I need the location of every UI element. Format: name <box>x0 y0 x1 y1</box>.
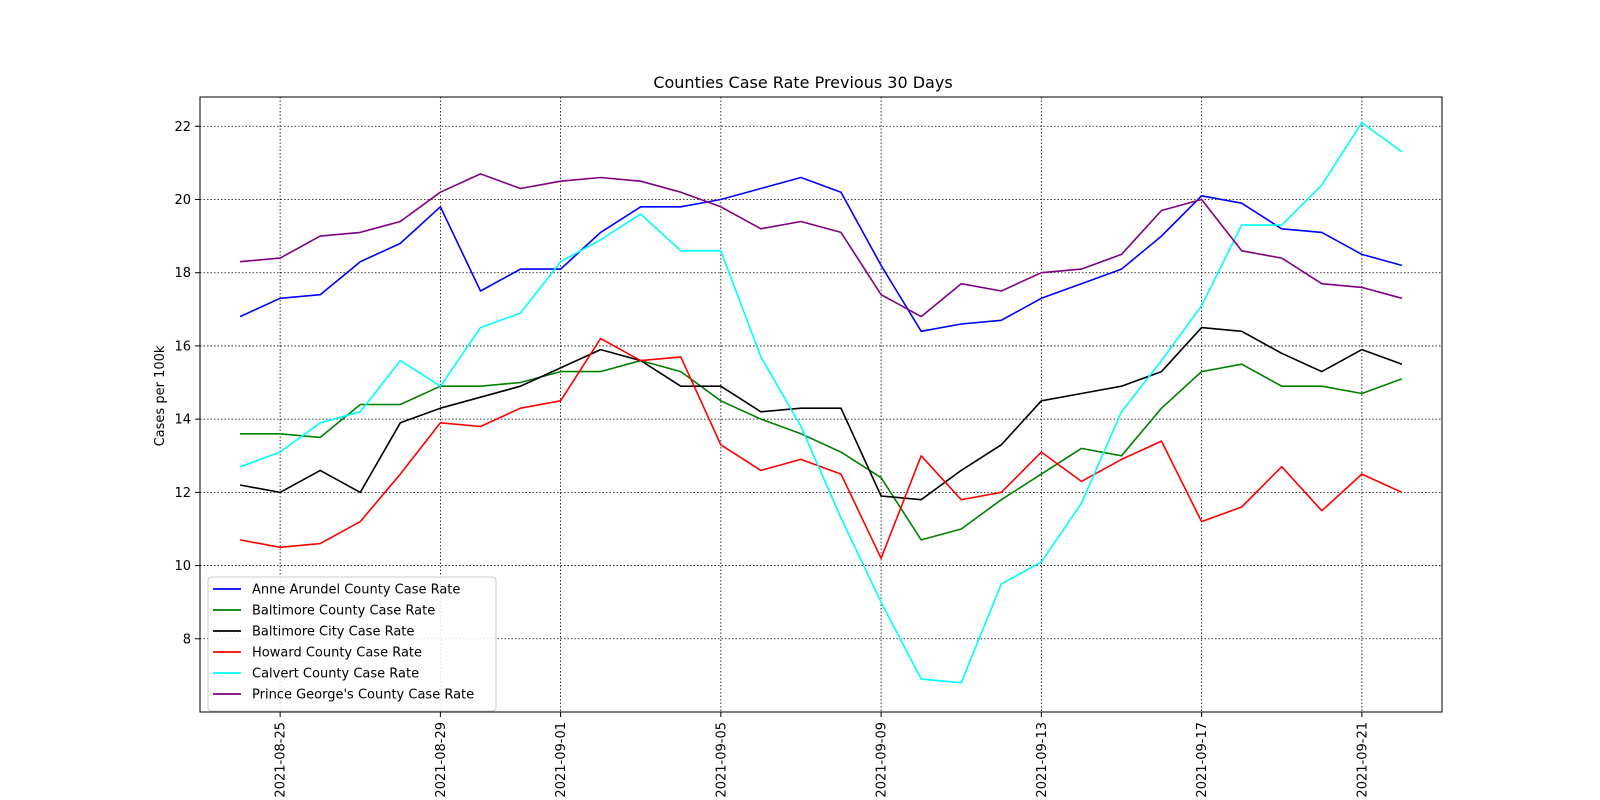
legend-label: Howard County Case Rate <box>252 646 422 661</box>
series-line-5 <box>240 173 1403 318</box>
y-tick-label: 8 <box>183 632 191 647</box>
x-tick-label: 2021-08-29 <box>434 722 449 798</box>
x-tick-label: 2021-09-13 <box>1035 722 1050 798</box>
legend-label: Anne Arundel County Case Rate <box>252 583 460 598</box>
legend-box <box>207 576 497 712</box>
x-tick-label: 2021-09-17 <box>1195 722 1210 798</box>
series-line-2 <box>239 326 1403 501</box>
y-tick-label: 14 <box>174 413 191 428</box>
chart-title: Counties Case Rate Previous 30 Days <box>653 73 952 92</box>
legend-label: Baltimore County Case Rate <box>252 604 435 619</box>
series-line-4 <box>239 121 1403 684</box>
series-line-3 <box>239 337 1403 560</box>
y-tick-label: 20 <box>174 193 191 208</box>
legend-label: Prince George's County Case Rate <box>252 688 474 703</box>
x-tick-label: 2021-08-25 <box>274 722 289 798</box>
x-tick-label: 2021-09-09 <box>875 722 890 798</box>
legend-label: Baltimore City Case Rate <box>252 625 414 640</box>
y-tick-label: 10 <box>174 559 191 574</box>
y-tick-label: 16 <box>174 339 191 354</box>
y-tick-label: 22 <box>174 120 191 135</box>
series-line-0 <box>239 176 1403 333</box>
axes: 8 10 12 14 16 18 20 22 2021-08-25 2021-08-29 2021-… <box>174 96 1443 798</box>
series-line-1 <box>240 359 1403 541</box>
y-axis-label: Cases per 100k <box>153 345 168 446</box>
plot-frame <box>199 96 1443 713</box>
x-tick-label: 2021-09-01 <box>554 722 569 798</box>
legend: Anne Arundel County Case Rate Baltimore C… <box>207 576 497 712</box>
y-tick-label: 12 <box>174 486 191 501</box>
x-tick-label: 2021-09-05 <box>714 722 729 798</box>
x-tick-label: 2021-09-21 <box>1355 722 1370 798</box>
series-lines <box>239 121 1403 684</box>
y-tick-label: 18 <box>174 266 191 281</box>
legend-label: Calvert County Case Rate <box>252 667 419 682</box>
